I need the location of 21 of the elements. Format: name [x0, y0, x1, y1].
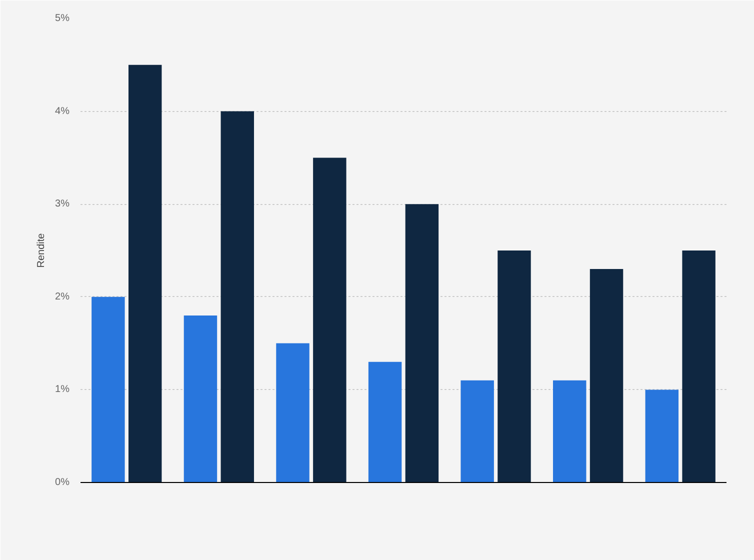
y-tick-label: 4% — [55, 106, 70, 117]
bar — [645, 390, 679, 482]
bar — [128, 64, 162, 482]
bar — [368, 362, 402, 482]
y-tick-label: 1% — [55, 384, 70, 396]
y-tick-label: 0% — [55, 477, 70, 488]
y-tick-label: 3% — [55, 198, 70, 210]
bar — [460, 380, 494, 482]
bar — [682, 250, 716, 482]
bar — [313, 158, 346, 482]
bar — [405, 204, 439, 482]
bar — [220, 111, 254, 482]
y-axis-title: Rendite — [36, 232, 48, 268]
bar — [553, 380, 586, 482]
y-tick-label: 5% — [55, 13, 70, 24]
bar — [498, 250, 531, 482]
bar — [92, 296, 125, 482]
y-tick-label: 2% — [55, 291, 70, 302]
bar — [276, 343, 310, 482]
bar — [590, 269, 624, 482]
bar — [184, 315, 218, 482]
